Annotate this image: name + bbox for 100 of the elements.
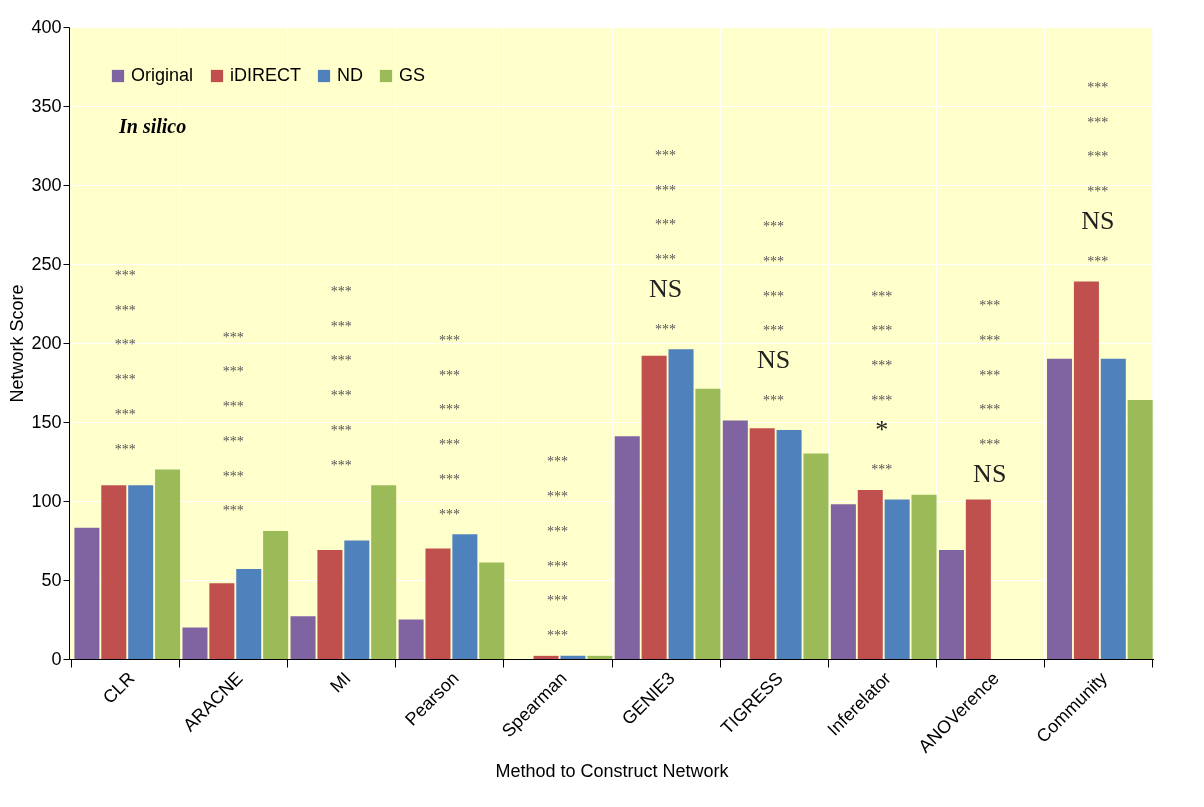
annotation: *** [871, 358, 893, 374]
annotation: *** [438, 471, 460, 487]
bar [452, 534, 478, 659]
annotation: *** [763, 253, 785, 269]
annotation: *** [438, 437, 460, 453]
annotation: *** [114, 302, 136, 318]
annotation: NS [973, 458, 1007, 488]
y-tick-label: 200 [31, 332, 62, 353]
annotation: *** [979, 332, 1001, 348]
annotation: NS [756, 345, 791, 375]
bar [209, 583, 235, 659]
bar [560, 655, 586, 659]
annotation: *** [871, 323, 893, 339]
annotation: *** [330, 457, 352, 473]
bar [884, 499, 910, 659]
y-tick-label: 150 [31, 411, 62, 432]
bar [614, 436, 640, 659]
annotation: *** [114, 407, 136, 422]
bar [128, 485, 154, 659]
annotation: *** [763, 218, 785, 234]
annotation: *** [655, 321, 677, 337]
bar [317, 549, 343, 659]
y-tick-label: 300 [31, 174, 62, 195]
annotation: *** [546, 558, 568, 574]
annotation: *** [546, 593, 568, 609]
annotation: *** [1087, 149, 1109, 165]
annotation: *** [330, 283, 352, 299]
annotation: *** [330, 422, 352, 438]
annotation: *** [655, 182, 677, 198]
annotation: *** [1087, 253, 1109, 269]
annotation: NS [648, 273, 683, 303]
bar [101, 485, 127, 659]
annotation: *** [222, 329, 244, 345]
annotation: *** [546, 523, 568, 539]
bar [425, 548, 451, 659]
y-axis-title: Network Score [7, 284, 28, 403]
bar [938, 549, 964, 659]
annotation: *** [979, 437, 1001, 453]
bar [641, 355, 667, 659]
annotation: *** [979, 367, 1001, 383]
annotation: *** [871, 288, 893, 304]
annotation: *** [330, 353, 352, 369]
annotation: *** [330, 388, 352, 404]
y-tick-label: 400 [31, 16, 62, 37]
annotation: *** [979, 297, 1001, 313]
bar [1047, 358, 1073, 659]
legend-label: iDIRECT [230, 65, 301, 85]
bar [398, 619, 424, 659]
bar [263, 531, 289, 659]
annotation: *** [114, 267, 136, 283]
annotation: *** [979, 402, 1001, 418]
bar [1073, 281, 1099, 659]
bar [533, 655, 559, 659]
annotation: *** [655, 252, 677, 268]
bar [722, 420, 748, 659]
annotation: *** [330, 318, 352, 334]
annotation: *** [871, 462, 893, 478]
annotation: *** [1087, 114, 1109, 130]
annotation: *** [1087, 79, 1109, 95]
annotation: *** [1087, 184, 1109, 200]
bar [776, 429, 802, 659]
bar [155, 469, 181, 659]
legend-label: Original [131, 65, 194, 85]
annotation: *** [222, 468, 244, 484]
bar [965, 499, 991, 659]
legend-label: GS [399, 65, 426, 85]
annotation: *** [438, 367, 460, 383]
y-tick-label: 50 [41, 569, 62, 590]
bar [587, 655, 613, 659]
bar [290, 616, 316, 659]
annotation: *** [222, 364, 244, 380]
annotation: *** [871, 392, 893, 408]
bar [479, 562, 505, 659]
x-tick-label: MI [326, 668, 355, 697]
annotation: *** [114, 372, 136, 388]
annotation: *** [546, 489, 568, 505]
annotation: *** [438, 402, 460, 418]
annotation: *** [222, 399, 244, 415]
bar [911, 494, 937, 659]
annotation: *** [546, 628, 568, 644]
annotation: In silico [118, 115, 187, 137]
bar [1100, 358, 1126, 659]
y-tick-label: 100 [31, 490, 62, 511]
bar [182, 627, 208, 659]
annotation: *** [763, 323, 785, 339]
legend-label: ND [337, 65, 363, 85]
bar [668, 349, 694, 659]
annotation: *** [655, 217, 677, 233]
bar [695, 388, 721, 659]
bar [803, 453, 829, 659]
bar [857, 489, 883, 659]
bar [830, 504, 856, 659]
bar [236, 568, 262, 659]
annotation: *** [763, 392, 785, 408]
y-tick-label: 0 [51, 648, 62, 669]
annotation: *** [438, 506, 460, 522]
annotation: *** [438, 332, 460, 348]
bar [344, 540, 370, 659]
x-tick-label: CLR [98, 668, 139, 708]
y-tick-label: 250 [31, 253, 62, 274]
